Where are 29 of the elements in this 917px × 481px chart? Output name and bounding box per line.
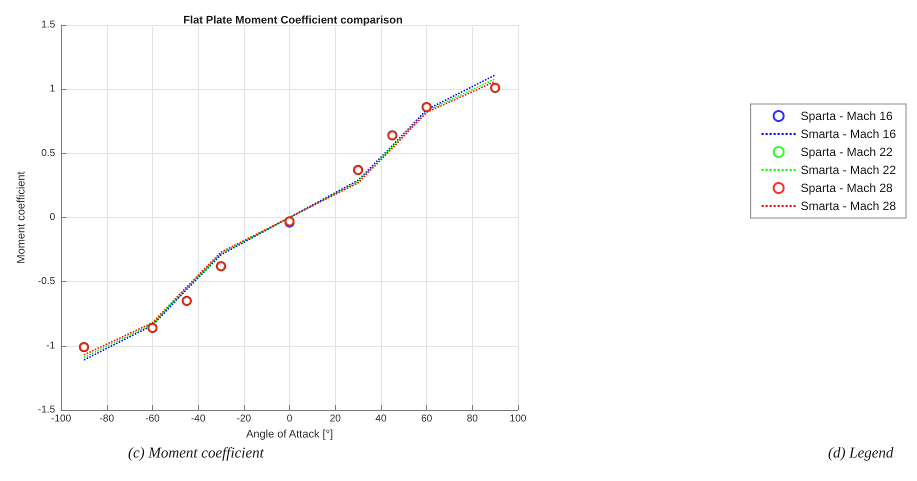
text: (c) Moment coefficient <box>128 446 265 462</box>
x-tick-label: 80 <box>466 414 478 424</box>
y-tick-label: 0.5 <box>41 148 56 159</box>
x-tick-label: -60 <box>145 414 160 424</box>
legend-label: Sparta - Mach 28 <box>800 181 894 195</box>
x-tick-label: 0 <box>286 414 293 424</box>
y-tick-label: -1 <box>46 340 56 352</box>
x-tick-label: 100 <box>510 414 527 424</box>
legend-label: Smarta - Mach 28 <box>800 199 896 213</box>
legend-label: Sparta - Mach 22 <box>800 145 894 159</box>
x-tick-label: -100 <box>51 414 72 424</box>
x-axis-title: Angle of Attack [°] <box>246 428 334 440</box>
y-tick-label: 0 <box>50 212 56 223</box>
y-tick-label: -1.5 <box>38 404 56 416</box>
x-tick-label: -20 <box>236 414 252 424</box>
x-tick-label: 20 <box>330 414 342 424</box>
y-axis-title: Moment coefficient <box>16 171 28 264</box>
chart-title: Flat Plate Moment Coefficient comparison <box>183 14 403 26</box>
x-tick-label: -40 <box>190 414 206 424</box>
y-tick-label: 1.5 <box>41 20 56 30</box>
y-tick-label: -0.5 <box>38 276 56 288</box>
y-tick-label: 1 <box>50 84 56 95</box>
x-tick-label: 60 <box>421 414 433 424</box>
legend-label: Sparta - Mach 16 <box>800 109 894 123</box>
x-tick-label: 40 <box>375 414 387 424</box>
x-tick-label: -80 <box>100 414 114 424</box>
legend-label: Smarta - Mach 16 <box>800 127 896 141</box>
legend-label: Smarta - Mach 22 <box>800 163 896 177</box>
text: (d) Legend <box>828 446 894 462</box>
